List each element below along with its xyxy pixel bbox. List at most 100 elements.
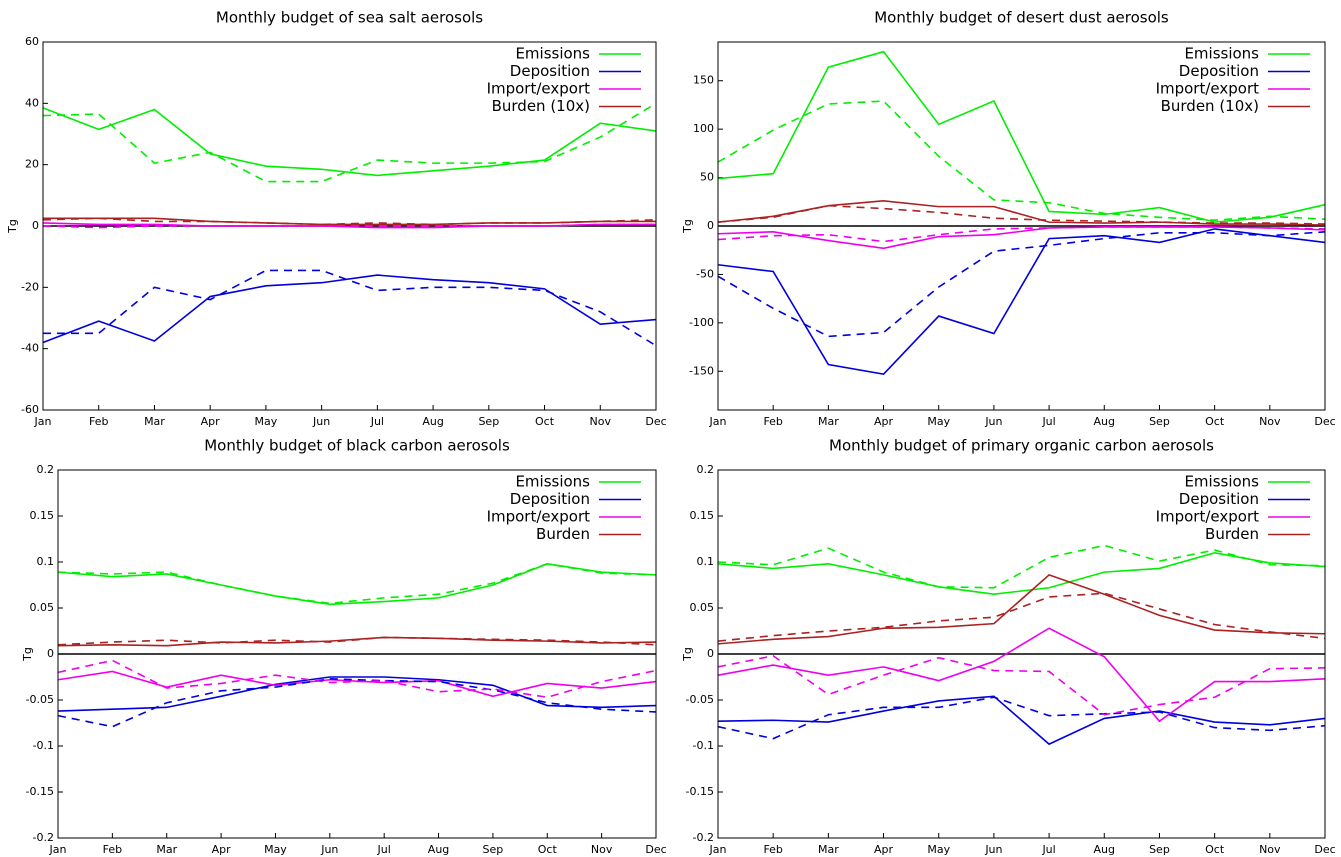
x-tick-label: Jul <box>1041 843 1055 856</box>
series-line <box>717 204 1326 225</box>
y-tick-label: 0.1 <box>697 555 715 568</box>
legend-label: Burden (10x) <box>1161 97 1259 115</box>
x-tick-label: Jun <box>984 415 1002 428</box>
series-line <box>57 659 657 699</box>
x-tick-label: Feb <box>763 415 782 428</box>
plot-frame <box>57 469 657 839</box>
legend-label: Import/export <box>1156 508 1260 526</box>
y-tick-label: 50 <box>700 171 714 184</box>
y-tick-label: 0.15 <box>30 509 55 522</box>
y-tick-label: 0.15 <box>690 509 715 522</box>
y-tick-label: 0.05 <box>30 601 55 614</box>
series-line <box>57 563 657 605</box>
y-tick-label: -100 <box>689 316 714 329</box>
x-tick-label: Mar <box>818 843 839 856</box>
series-line <box>717 228 1326 376</box>
y-axis-label: Tg <box>681 647 694 662</box>
x-tick-label: Aug <box>1094 843 1115 856</box>
y-tick-label: -0.05 <box>26 693 54 706</box>
x-tick-label: Jul <box>377 843 391 856</box>
series-line <box>57 636 657 646</box>
x-tick-label: Mar <box>156 843 177 856</box>
series-line <box>717 226 1326 243</box>
x-tick-label: May <box>255 415 278 428</box>
x-tick-label: Apr <box>201 415 221 428</box>
plot-frame <box>717 41 1326 411</box>
y-axis-label: Tg <box>6 219 19 234</box>
x-tick-label: Feb <box>103 843 122 856</box>
y-tick-label: 0.05 <box>690 601 715 614</box>
series-line <box>43 217 656 226</box>
y-tick-label: -60 <box>21 403 39 416</box>
series-line <box>42 107 657 177</box>
series-line <box>42 274 657 344</box>
y-tick-label: -0.1 <box>33 739 54 752</box>
legend-label: Emissions <box>515 45 590 63</box>
series-line <box>717 573 1326 645</box>
y-axis-label: Tg <box>21 647 34 662</box>
series-line <box>43 269 657 347</box>
series-line <box>57 563 657 606</box>
x-tick-label: Sep <box>1149 843 1170 856</box>
y-tick-label: 0 <box>47 647 54 660</box>
x-tick-label: Aug <box>422 415 443 428</box>
series-line <box>717 695 1326 746</box>
x-tick-label: May <box>264 843 287 856</box>
legend-label: Import/export <box>487 80 591 98</box>
y-tick-label: -0.1 <box>693 739 714 752</box>
y-tick-label: 40 <box>25 96 39 109</box>
series-line <box>57 676 657 712</box>
y-tick-label: -0.15 <box>686 785 714 798</box>
x-tick-label: Feb <box>763 843 782 856</box>
legend-label: Burden <box>536 525 590 543</box>
series-line <box>717 544 1326 589</box>
y-tick-label: -40 <box>21 342 39 355</box>
x-tick-label: Oct <box>538 843 558 856</box>
x-tick-label: Sep <box>483 843 504 856</box>
x-tick-label: Aug <box>428 843 449 856</box>
x-tick-label: Feb <box>89 415 108 428</box>
x-tick-label: Jan <box>709 415 727 428</box>
y-tick-label: 0.2 <box>697 463 715 476</box>
legend-label: Deposition <box>510 62 590 80</box>
y-tick-label: 0 <box>707 647 714 660</box>
x-tick-label: Mar <box>144 415 165 428</box>
x-tick-label: Jul <box>370 415 384 428</box>
legend-label: Emissions <box>1184 473 1259 491</box>
chart-title: Monthly budget of black carbon aerosols <box>204 437 510 455</box>
x-tick-label: Mar <box>818 415 839 428</box>
x-tick-label: Jan <box>34 415 52 428</box>
x-tick-label: Jun <box>984 843 1002 856</box>
x-tick-label: Aug <box>1094 415 1115 428</box>
x-tick-label: Oct <box>535 415 555 428</box>
x-tick-label: Apr <box>212 843 232 856</box>
legend-label: Import/export <box>1156 80 1260 98</box>
series-line <box>42 217 657 226</box>
x-tick-label: Jul <box>1041 415 1055 428</box>
legend-label: Emissions <box>1184 45 1259 63</box>
plot-frame <box>42 41 657 411</box>
series-line <box>717 654 1326 716</box>
y-tick-label: 0.1 <box>37 555 55 568</box>
x-tick-label: Apr <box>874 843 894 856</box>
x-tick-label: May <box>927 843 950 856</box>
series-line <box>717 592 1326 642</box>
series-line <box>717 627 1326 723</box>
series-line <box>717 200 1326 226</box>
y-tick-label: 60 <box>25 35 39 48</box>
legend-label: Burden <box>1205 525 1259 543</box>
chart-title: Monthly budget of primary organic carbon… <box>829 437 1214 455</box>
y-tick-label: -0.05 <box>686 693 714 706</box>
x-tick-label: Jun <box>312 415 330 428</box>
x-tick-label: Nov <box>590 415 612 428</box>
y-tick-label: -0.2 <box>33 831 54 844</box>
legend-label: Burden (10x) <box>492 97 590 115</box>
x-tick-label: Nov <box>1259 415 1281 428</box>
x-tick-label: May <box>927 415 950 428</box>
legend-label: Import/export <box>487 508 591 526</box>
legend-label: Deposition <box>1179 62 1259 80</box>
x-tick-label: Jun <box>320 843 338 856</box>
series-line <box>717 231 1326 338</box>
y-tick-label: 100 <box>693 122 714 135</box>
